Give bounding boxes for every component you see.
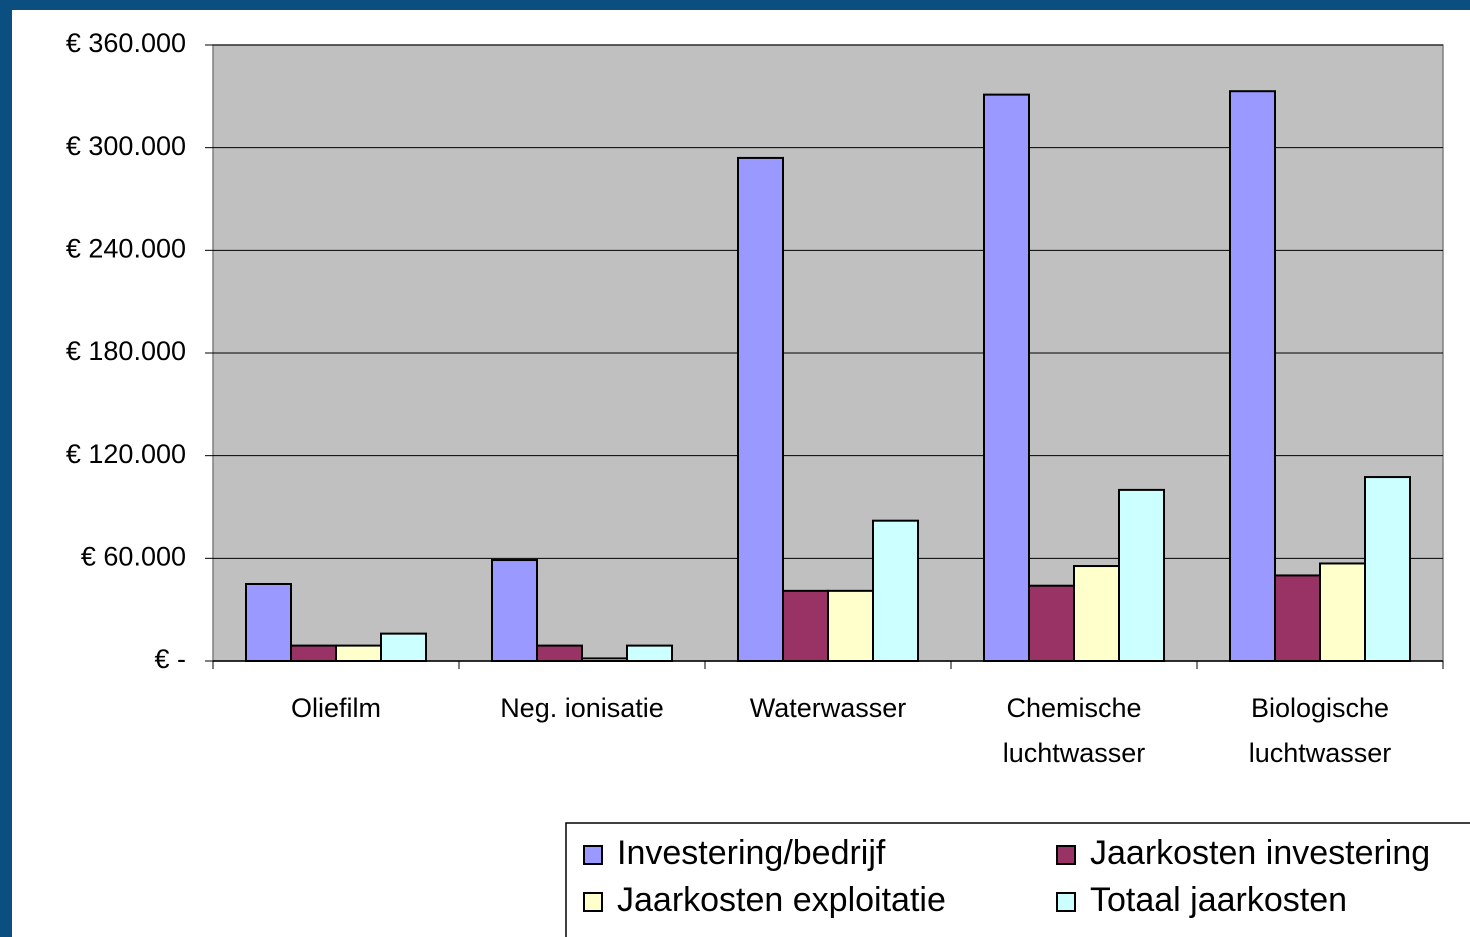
bar: [872, 519, 919, 663]
x-tick-label: Oliefilm: [291, 693, 381, 723]
legend-label: Jaarkosten investering: [1090, 834, 1430, 872]
legend-label: Jaarkosten exploitatie: [617, 881, 946, 919]
bar: [1028, 584, 1075, 663]
y-tick-label: € 240.000: [66, 233, 186, 263]
legend-swatch: [1056, 892, 1076, 912]
bar: [335, 644, 382, 662]
bar: [1073, 565, 1120, 662]
y-tick-label: € -: [154, 644, 186, 674]
x-tick-label: luchtwasser: [1003, 738, 1146, 768]
bar: [827, 589, 874, 662]
legend-swatch: [1056, 845, 1076, 865]
y-tick-label: € 360.000: [66, 28, 186, 58]
bar: [737, 156, 784, 663]
legend-swatch: [583, 845, 603, 865]
y-tick-label: € 120.000: [66, 439, 186, 469]
bar: [1229, 90, 1276, 662]
frame-top: [0, 0, 1470, 10]
legend-swatch: [583, 892, 603, 912]
y-tick-label: € 300.000: [66, 131, 186, 161]
bar: [626, 644, 673, 662]
legend-box: [565, 822, 1470, 937]
bar: [1319, 562, 1366, 663]
bar: [245, 583, 292, 662]
bar: [536, 644, 583, 662]
bar: [290, 644, 337, 662]
y-tick-label: € 180.000: [66, 336, 186, 366]
bar: [983, 93, 1030, 663]
bar: [1118, 488, 1165, 662]
frame-left: [0, 0, 12, 937]
bar: [380, 632, 427, 662]
x-tick-label: Chemische: [1006, 693, 1141, 723]
bar: [1364, 476, 1411, 662]
x-tick-label: Waterwasser: [750, 693, 907, 723]
bar: [581, 657, 628, 663]
x-tick-label: Biologische: [1251, 693, 1389, 723]
bar: [1274, 574, 1321, 663]
legend-label: Investering/bedrijf: [617, 834, 886, 872]
bar: [491, 559, 538, 662]
bar: [782, 589, 829, 662]
x-tick-label: luchtwasser: [1249, 738, 1392, 768]
legend-label: Totaal jaarkosten: [1090, 881, 1347, 919]
y-tick-label: € 60.000: [81, 541, 186, 571]
x-tick-label: Neg. ionisatie: [500, 693, 664, 723]
